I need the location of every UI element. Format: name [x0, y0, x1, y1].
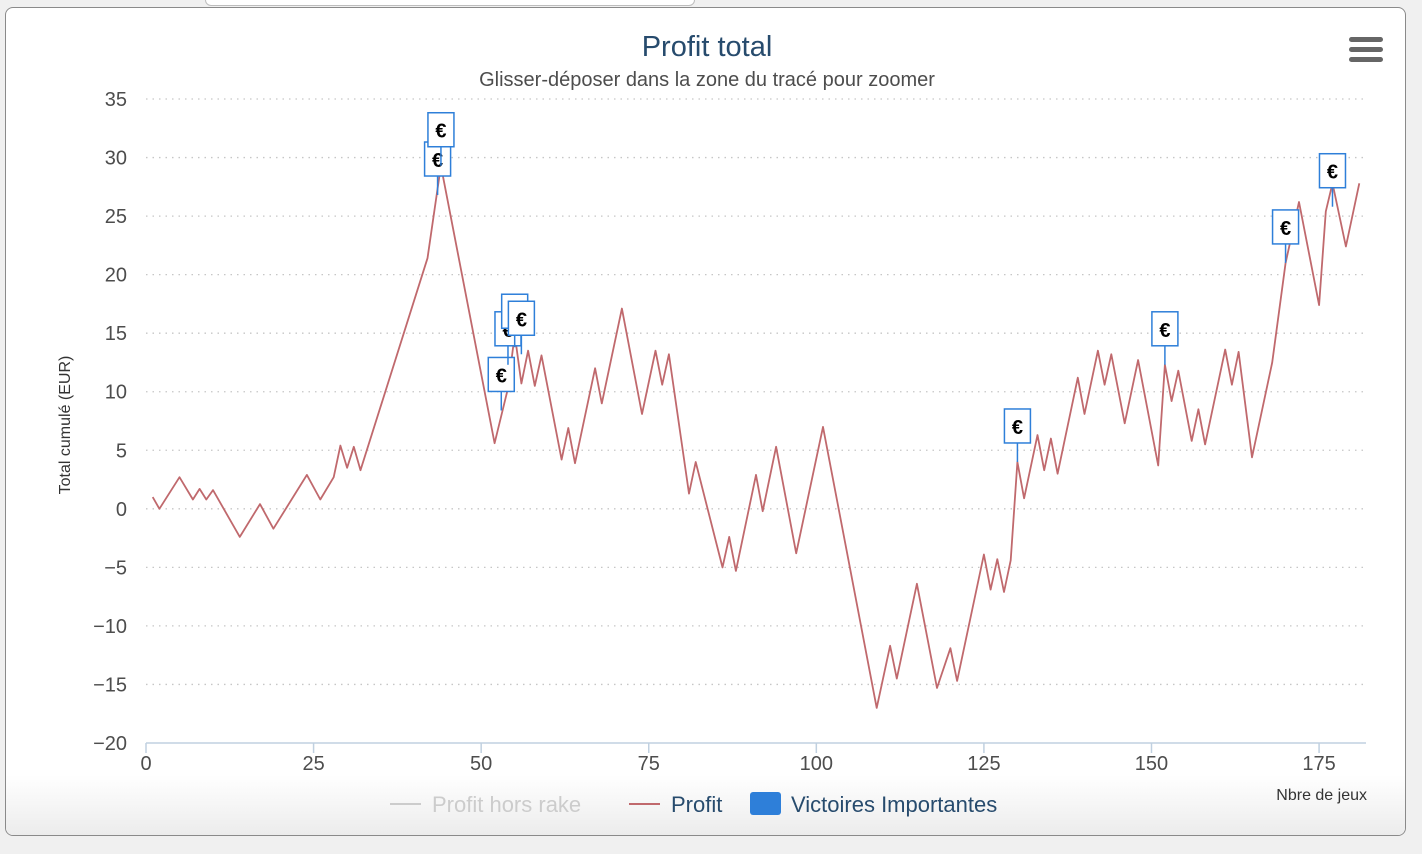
y-tick-label: −10 — [93, 616, 127, 638]
flag-marker[interactable]: € — [1151, 311, 1179, 365]
legend-symbol-flags — [750, 792, 781, 815]
flag-label: € — [1159, 320, 1170, 342]
series-line-1[interactable] — [151, 164, 1361, 709]
flag-label: € — [435, 121, 446, 143]
flag-marker[interactable]: € — [423, 141, 452, 196]
flag-marker[interactable]: € — [427, 111, 455, 166]
x-tick-label: 50 — [470, 753, 492, 775]
chart-subtitle: Glisser-déposer dans la zone du tracé po… — [479, 69, 935, 91]
chart-title: Profit total — [642, 31, 773, 63]
y-tick-label: 5 — [116, 440, 127, 462]
series-layer — [151, 164, 1361, 709]
flag-label: € — [516, 309, 527, 331]
flag-marker[interactable]: € — [487, 356, 516, 411]
top-tab-edge — [205, 0, 695, 6]
x-tick-label: 100 — [800, 753, 833, 775]
y-tick-label: 25 — [105, 206, 127, 228]
flag-box — [1271, 209, 1300, 245]
legend-item-victoires-importantes[interactable]: Victoires Importantes — [750, 792, 997, 817]
flags-layer[interactable]: €€€€€€€€€€ — [423, 111, 1347, 462]
flag-label: € — [496, 365, 507, 387]
legend-label-victoires-importantes: Victoires Importantes — [791, 792, 997, 817]
legend-item-profit[interactable]: Profit — [629, 792, 722, 817]
y-tick-label: 15 — [105, 323, 127, 345]
flag-box — [1151, 311, 1179, 347]
legend-label-profit: Profit — [671, 792, 722, 817]
flag-box — [487, 356, 516, 393]
y-tick-label: −5 — [104, 557, 127, 579]
y-tick-label: 20 — [105, 265, 127, 287]
y-tick-label: −20 — [93, 733, 127, 755]
context-menu-icon[interactable] — [1343, 35, 1389, 73]
flag-label: € — [1012, 417, 1023, 439]
y-tick-label: −15 — [93, 674, 127, 696]
flag-marker[interactable]: € — [1271, 209, 1300, 263]
axes: −20 −15 −10 −5 0 5 10 15 20 25 30 35 0 25 50 75 100 125 15… — [93, 89, 1366, 775]
x-tick-label: 125 — [967, 753, 1000, 775]
flag-label: € — [1280, 218, 1291, 240]
flag-label: € — [432, 150, 443, 172]
flag-label: € — [1327, 162, 1338, 184]
x-axis-label: Nbre de jeux — [1276, 787, 1367, 804]
x-tick-label: 175 — [1302, 753, 1335, 775]
flag-marker[interactable]: € — [1318, 152, 1347, 207]
flag-marker[interactable]: € — [1003, 408, 1032, 462]
x-tick-label: 25 — [302, 753, 324, 775]
x-tick-label: 75 — [638, 753, 660, 775]
profit-chart[interactable]: −20 −15 −10 −5 0 5 10 15 20 25 30 35 0 25 50 75 100 125 15… — [6, 8, 1406, 836]
flag-marker[interactable]: € — [507, 300, 536, 355]
flag-box — [1318, 152, 1347, 189]
legend-label-profit-hors-rake: Profit hors rake — [432, 792, 581, 817]
flag-box — [427, 111, 455, 148]
chart-panel: −20 −15 −10 −5 0 5 10 15 20 25 30 35 0 25 50 75 100 125 15… — [5, 7, 1406, 836]
x-tick-label: 0 — [140, 753, 151, 775]
flag-box — [1003, 408, 1032, 444]
y-tick-label: 0 — [116, 499, 127, 521]
y-axis-label: Total cumulé (EUR) — [57, 356, 74, 495]
flag-box — [423, 141, 452, 177]
y-tick-label: 30 — [105, 148, 127, 170]
legend-item-profit-hors-rake[interactable]: Profit hors rake — [390, 792, 581, 817]
y-tick-label: 10 — [105, 382, 127, 404]
y-tick-label: 35 — [105, 89, 127, 111]
legend: Profit hors rake Profit Victoires Import… — [390, 792, 997, 817]
flag-box — [507, 300, 536, 337]
x-tick-label: 150 — [1135, 753, 1168, 775]
